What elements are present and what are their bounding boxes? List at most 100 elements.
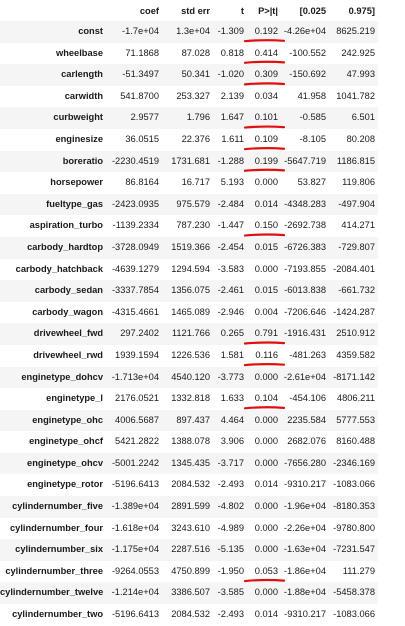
table-row: cylindernumber_two -5196.6413 2084.532 -2.4… xyxy=(0,604,378,626)
row-label: carbody_wagon xyxy=(32,306,103,317)
p-value-cell: 0.104 xyxy=(254,393,278,404)
table-row: enginetype_dohcv -1.713e+04 4540.120 -3.773… xyxy=(0,366,378,389)
ci-upper-cell: -2346.169 xyxy=(333,457,375,468)
t-cell: 1.633 xyxy=(220,393,244,404)
row-label: cylindernumber_two xyxy=(12,609,103,620)
header-cell-std-err: std err xyxy=(181,6,210,16)
p-value-cell: 0.000 xyxy=(254,501,278,512)
p-value-cell: 0.000 xyxy=(254,177,278,188)
p-value-cell: 0.000 xyxy=(254,522,278,533)
table-row: boreratio -2230.4519 1731.681 -1.288 0.199 -5… xyxy=(0,150,378,173)
table-row: carbody_hardtop -3728.0949 1519.366 -2.454 0… xyxy=(0,236,378,259)
row-label: enginesize xyxy=(55,133,103,144)
ci-upper-cell: 242.925 xyxy=(341,47,375,58)
table-row: enginetype_ohcv -5001.2242 1345.435 -3.717 0… xyxy=(0,452,378,475)
std-err-cell: 975.579 xyxy=(176,198,210,209)
t-cell: 5.193 xyxy=(220,177,244,188)
std-err-cell: 50.341 xyxy=(181,69,210,80)
t-cell: -3.773 xyxy=(217,371,244,382)
std-err-cell: 16.717 xyxy=(181,177,210,188)
row-label: carbody_sedan xyxy=(34,285,103,296)
header-cell-p-value: P>|t| xyxy=(258,6,278,16)
table-row: cylindernumber_three -9264.0553 4750.899 -1… xyxy=(0,560,378,583)
row-label: fueltype_gas xyxy=(46,198,103,209)
header-cell-blank xyxy=(0,0,107,21)
p-value-cell: 0.101 xyxy=(254,112,278,123)
row-label: enginetype_ohc xyxy=(32,414,103,425)
t-cell: 1.611 xyxy=(221,133,244,144)
ci-lower-cell: -1.96e+04 xyxy=(283,501,326,512)
t-cell: 0.818 xyxy=(220,47,244,58)
ci-upper-cell: -1083.066 xyxy=(333,609,375,620)
ci-upper-cell: 5777.553 xyxy=(336,414,375,425)
coef-cell: -4315.4661 xyxy=(111,306,159,317)
ci-upper-cell: 4806.211 xyxy=(336,393,375,404)
table-row: drivewheel_fwd 297.2402 1121.766 0.265 0.791… xyxy=(0,323,378,345)
t-cell: -2.484 xyxy=(217,198,244,209)
coef-cell: -3728.0949 xyxy=(111,241,159,252)
p-value-cell: 0.791 xyxy=(254,328,278,339)
row-label: enginetype_dohcv xyxy=(21,371,103,382)
std-err-cell: 1465.089 xyxy=(171,306,210,317)
p-value-cell: 0.414 xyxy=(254,47,278,58)
row-label: aspiration_turbo xyxy=(29,220,103,231)
ci-lower-cell: -1.86e+04 xyxy=(283,565,326,576)
t-cell: -1.020 xyxy=(217,69,244,80)
std-err-cell: 1.796 xyxy=(186,112,210,123)
table-row: horsepower 86.8164 16.717 5.193 0.000 53.827 1… xyxy=(0,172,378,194)
std-err-cell: 3386.507 xyxy=(171,587,210,598)
std-err-cell: 1121.766 xyxy=(171,328,210,339)
table-row: cylindernumber_twelve -1.214e+04 3386.507-… xyxy=(0,582,378,605)
p-value-cell: 0.000 xyxy=(254,587,278,598)
row-label: carwidth xyxy=(64,90,103,101)
p-value-cell: 0.000 xyxy=(254,457,278,468)
ci-lower-cell: -8.105 xyxy=(299,133,326,144)
coef-cell: -1.175e+04 xyxy=(111,544,159,555)
ci-upper-cell: 111.279 xyxy=(342,565,375,576)
coef-cell: -2423.0935 xyxy=(111,198,159,209)
table-row: cylindernumber_four -1.618e+04 3243.610 -4.… xyxy=(0,517,378,540)
ci-lower-cell: 2235.584 xyxy=(287,414,326,425)
table-row: cylindernumber_six -1.175e+04 2287.516 -5.1… xyxy=(0,539,378,561)
t-cell: -5.135 xyxy=(217,544,244,555)
t-cell: 4.464 xyxy=(220,414,244,425)
header-row: coef std err t P>|t| [0.025 0.975] xyxy=(0,0,378,21)
coef-cell: 2.9577 xyxy=(130,112,159,123)
header-cell-t: t xyxy=(240,6,244,16)
table-row: fueltype_gas -2423.0935 975.579 -2.484 0.014… xyxy=(0,193,378,216)
coef-cell: -1.7e+04 xyxy=(122,26,159,36)
p-value-cell: 0.015 xyxy=(254,241,278,252)
t-cell: 0.265 xyxy=(220,328,244,339)
row-label: drivewheel_fwd xyxy=(33,328,103,339)
table-row: enginetype_rotor -5196.6413 2084.532 -2.493… xyxy=(0,474,378,497)
std-err-cell: 1294.594 xyxy=(171,263,210,274)
std-err-cell: 2287.516 xyxy=(171,544,210,555)
row-label: enginetype_rotor xyxy=(27,479,103,490)
coef-cell: -9264.0553 xyxy=(111,565,159,576)
p-value-cell: 0.309 xyxy=(254,69,278,80)
coef-cell: -5196.6413 xyxy=(111,609,159,620)
std-err-cell: 253.327 xyxy=(176,90,210,101)
t-cell: -1.288 xyxy=(217,155,244,166)
ci-lower-cell: -2692.738 xyxy=(284,220,326,231)
t-cell: -3.585 xyxy=(217,587,244,598)
p-value-cell: 0.000 xyxy=(254,371,278,382)
ci-lower-cell: -100.552 xyxy=(289,47,326,58)
ci-lower-cell: -454.106 xyxy=(289,393,326,404)
ci-upper-cell: -1083.066 xyxy=(333,479,375,490)
table-row: curbweight 2.9577 1.796 1.647 0.101 -0.585 6.5… xyxy=(0,107,378,129)
t-cell: -2.493 xyxy=(217,479,244,490)
table-row: enginetype_l 2176.0521 1332.818 1.633 0.104-… xyxy=(0,388,378,410)
row-label: carlength xyxy=(61,69,103,80)
coef-cell: 1939.1594 xyxy=(115,349,159,360)
table-row: cylindernumber_five -1.389e+04 2891.599 -4.… xyxy=(0,496,378,518)
ci-upper-cell: 8625.219 xyxy=(336,26,375,36)
p-value-cell: 0.150 xyxy=(254,220,278,231)
ci-lower-cell: 2682.076 xyxy=(287,436,326,447)
t-cell: -1.309 xyxy=(217,26,244,36)
coef-cell: 541.8700 xyxy=(120,90,159,101)
p-value-cell: 0.053 xyxy=(254,565,278,576)
p-value-cell: 0.116 xyxy=(255,349,278,360)
std-err-cell: 4750.899 xyxy=(171,565,210,576)
std-err-cell: 2084.532 xyxy=(171,479,210,490)
